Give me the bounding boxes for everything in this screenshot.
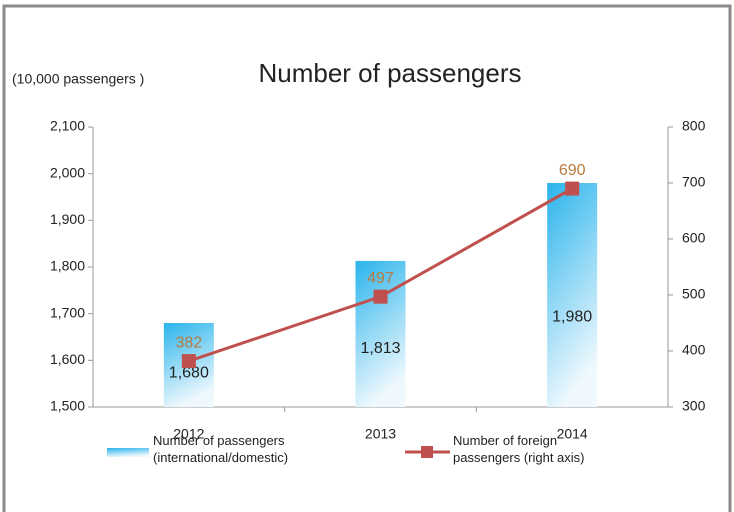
y-tick-label: 1,500 bbox=[50, 398, 85, 414]
legend-bar-label: Number of passengers (international/dome… bbox=[153, 433, 289, 465]
line-value-label: 382 bbox=[175, 334, 202, 351]
y2-tick-label: 300 bbox=[682, 398, 706, 414]
bar-value-label: 1,980 bbox=[552, 309, 592, 326]
x-tick-label: 2012 bbox=[173, 426, 204, 442]
line-value-label: 497 bbox=[367, 270, 394, 287]
bar bbox=[355, 260, 406, 407]
y2-tick-label: 400 bbox=[682, 342, 706, 358]
y2-tick-label: 700 bbox=[682, 174, 706, 190]
y-tick-label: 1,600 bbox=[50, 351, 85, 367]
line-marker bbox=[181, 354, 196, 369]
chart-title: Number of passengers bbox=[258, 58, 521, 88]
legend-line-label: Number of foreign passengers (right axis… bbox=[453, 433, 585, 465]
line-marker bbox=[373, 289, 388, 304]
y-tick-label: 1,800 bbox=[50, 258, 85, 274]
y-tick-label: 1,700 bbox=[50, 304, 85, 320]
line-value-label: 690 bbox=[559, 162, 586, 179]
legend-line-marker bbox=[421, 446, 433, 458]
bar bbox=[547, 183, 598, 407]
frame bbox=[2, 4, 732, 512]
bar-value-label: 1,813 bbox=[360, 340, 400, 357]
bar-value-label: 1,680 bbox=[169, 365, 209, 382]
legend-bar-swatch bbox=[107, 448, 149, 457]
y2-tick-label: 500 bbox=[682, 286, 706, 302]
y2-tick-label: 800 bbox=[682, 118, 706, 134]
y-tick-label: 1,900 bbox=[50, 211, 85, 227]
y-axis-label: (10,000 passengers ) bbox=[12, 71, 144, 87]
y-tick-label: 2,000 bbox=[50, 164, 85, 180]
y-tick-label: 2,100 bbox=[50, 118, 85, 134]
x-tick-label: 2014 bbox=[557, 426, 588, 442]
x-tick-label: 2013 bbox=[365, 426, 396, 442]
line-marker bbox=[565, 181, 580, 196]
y2-tick-label: 600 bbox=[682, 230, 706, 246]
